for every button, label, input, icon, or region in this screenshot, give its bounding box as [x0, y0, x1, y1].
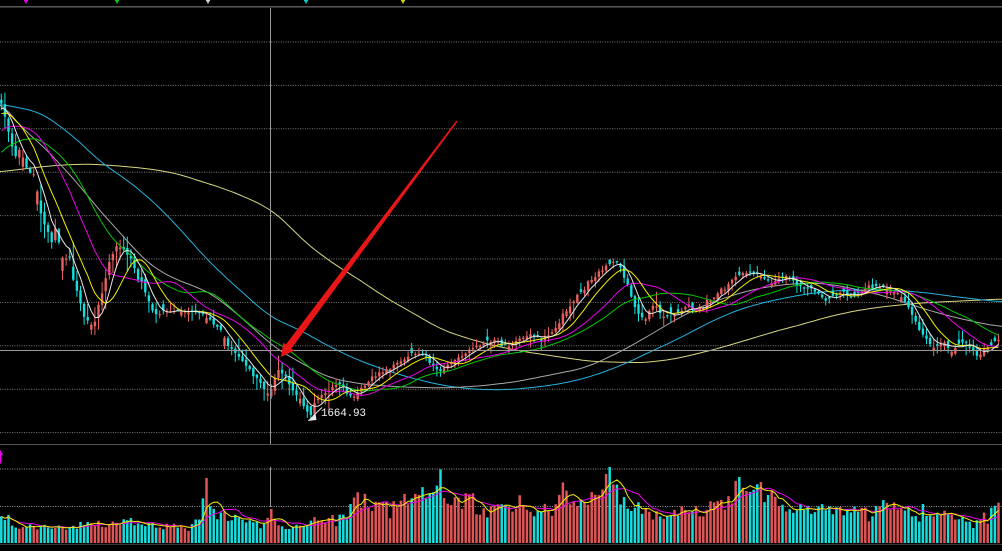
svg-text:1664.93: 1664.93	[321, 408, 366, 420]
